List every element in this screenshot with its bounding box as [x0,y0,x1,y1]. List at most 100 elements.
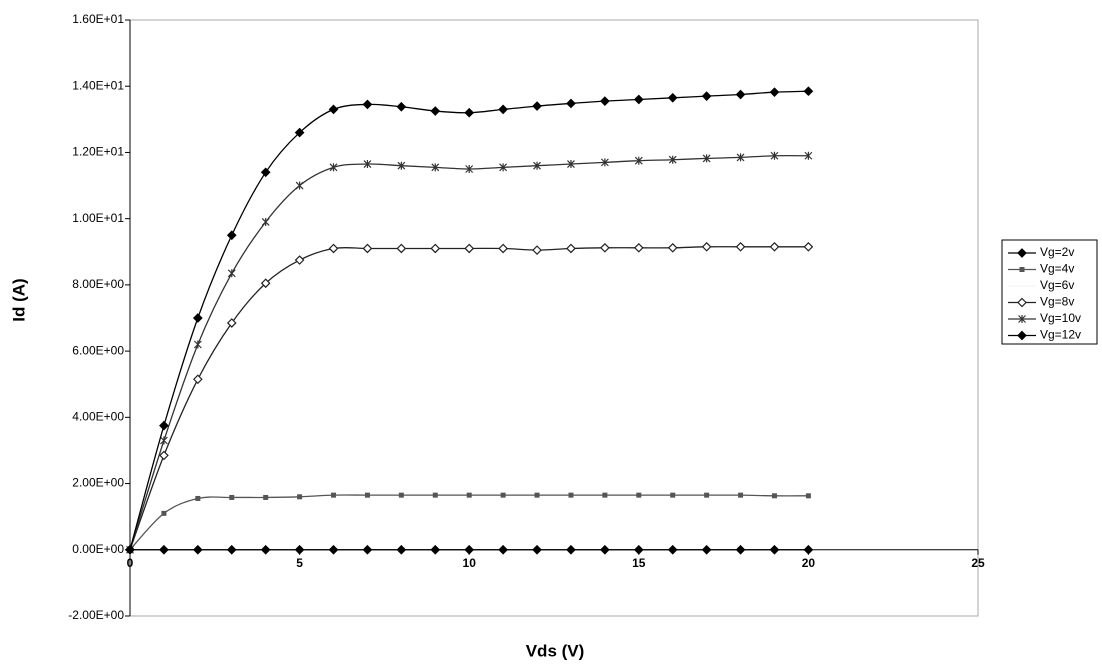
data-point [430,544,441,555]
data-point [261,217,270,226]
data-point [363,160,372,169]
data-point [534,492,540,498]
data-point [770,151,779,160]
data-point [464,107,475,118]
y-tick-label: 2.00E+00 [72,476,124,490]
data-point [260,278,271,289]
data-point [566,98,576,109]
data-point [192,544,203,555]
data-point [667,92,678,103]
data-point [701,544,712,555]
y-tick-label: 8.00E+00 [72,277,124,291]
data-point [159,436,168,445]
data-point [769,544,780,555]
legend-marker [1017,330,1027,341]
series-line [129,246,809,550]
data-point [331,492,337,498]
data-point [636,492,642,498]
y-tick-label: 4.00E+00 [72,410,124,424]
data-point [667,242,678,253]
data-point [464,243,475,254]
data-point [735,544,746,555]
data-point [701,91,712,102]
data-point [432,492,438,498]
data-point [602,492,608,498]
data-point [634,156,643,165]
data-point [260,167,271,178]
data-point [226,318,237,328]
data-point [701,241,712,252]
data-point [294,255,305,265]
x-tick-label: 10 [463,556,477,570]
data-point [431,163,440,172]
data-point [738,492,744,498]
data-point [600,544,610,555]
data-point [430,106,441,116]
data-point [600,158,609,167]
legend-label: Vg=6v [1040,278,1074,292]
x-tick-label: 5 [296,556,303,570]
data-point [260,544,271,555]
data-point [498,104,508,115]
x-tick-label: 25 [971,556,985,570]
data-point [263,494,269,500]
data-point [668,155,677,164]
y-tick-label: 1.20E+01 [72,145,124,159]
data-point [294,127,305,138]
legend-marker [1017,297,1027,308]
data-point [670,492,676,498]
data-point [600,96,610,106]
data-point [466,492,472,498]
data-point [161,510,167,516]
data-point [803,86,814,97]
data-point [769,87,780,98]
data-point [498,544,508,555]
data-point [159,450,169,461]
data-point [704,492,710,498]
data-point [667,544,678,555]
data-point [803,544,814,555]
data-point [364,492,370,498]
y-tick-label: 1.60E+01 [72,12,124,26]
data-point [465,165,474,173]
legend-label: Vg=8v [1040,295,1074,309]
data-point [159,420,169,431]
data-point [192,374,203,385]
data-point [195,495,201,501]
legend-label: Vg=4v [1040,262,1074,276]
data-point [633,544,644,555]
x-tick-label: 0 [127,556,134,570]
data-point [735,241,746,252]
data-point [396,544,407,555]
data-point [804,151,813,160]
data-point [328,544,339,555]
data-point [803,241,814,252]
data-point [533,161,541,170]
data-point [297,494,303,500]
data-point [295,181,304,190]
legend-marker [1018,315,1026,323]
data-point [227,269,236,278]
x-tick-label: 20 [802,556,816,570]
data-point [362,544,373,555]
data-point [532,245,542,255]
data-point [329,163,338,172]
series-line [129,154,809,550]
data-point [362,243,373,254]
data-point [192,313,203,323]
data-point [229,494,235,500]
legend-marker [1019,267,1025,272]
data-point [362,99,373,110]
y-axis-title: Id (A) [9,278,28,321]
data-point [600,242,610,253]
y-tick-label: 6.00E+00 [72,343,124,357]
y-tick-label: -2.00E+00 [68,608,124,622]
data-point [498,243,508,254]
data-point [702,154,711,163]
data-point [771,493,777,499]
data-point [568,492,574,498]
data-point [769,241,780,252]
data-point [397,161,406,170]
